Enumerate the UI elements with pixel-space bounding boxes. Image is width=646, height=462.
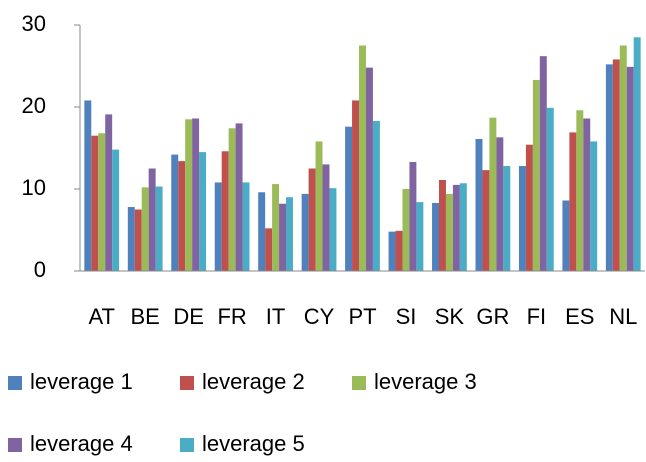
bar [432,202,439,271]
x-tick-label: PT [348,304,376,329]
bar [91,135,99,271]
bar [322,164,330,271]
bar [171,154,179,271]
bar [539,56,547,271]
bar [148,168,156,271]
bar [626,66,634,271]
bar [185,119,193,271]
bar [590,141,598,271]
x-tick-label: SI [396,304,417,329]
bar [612,59,620,271]
bar [286,197,293,271]
x-tick-label: NL [609,304,637,329]
legend-label: leverage 4 [30,431,133,456]
bar [402,189,410,271]
y-tick-label: 0 [34,257,46,282]
x-tick-label: BE [131,304,160,329]
x-tick-label: AT [88,304,114,329]
bar [388,231,396,271]
bar [141,187,149,271]
bar [192,118,200,271]
y-tick-label: 30 [22,11,46,36]
bar [452,184,460,271]
bar [532,79,540,271]
bar [359,45,366,271]
bar [301,193,309,271]
bar [445,193,453,271]
legend-swatch [352,376,366,390]
bar [525,144,533,271]
bar [489,117,497,271]
bar [475,138,483,271]
y-tick-label: 10 [22,175,46,200]
bar [127,207,135,271]
bar [178,161,186,271]
bar [308,168,316,271]
y-tick-label: 20 [22,93,46,118]
bar [459,183,467,271]
bar [619,45,627,271]
bar [155,186,163,271]
legend-swatch [180,376,194,390]
bar [583,118,591,271]
bar [409,161,417,271]
x-tick-label: GR [476,304,509,329]
bar [372,120,380,271]
bar [221,151,229,271]
bar [546,107,554,271]
legend-swatch [8,376,22,390]
legend-label: leverage 1 [30,369,133,394]
bar [569,132,577,271]
bar [605,64,613,271]
x-tick-label: DE [173,304,204,329]
bar [562,200,570,271]
bar [98,133,106,271]
bar [279,203,287,271]
bar [503,166,511,271]
legend-swatch [8,438,22,452]
bar [235,123,243,272]
x-tick-label: IT [266,304,286,329]
bar [272,184,280,271]
bar [352,100,360,271]
bar [518,166,526,271]
bar [84,100,92,271]
bar [105,114,113,271]
x-tick-label: SK [435,304,465,329]
bar [365,67,373,271]
bar [438,179,446,271]
bar [214,182,222,271]
bar [228,128,236,271]
bar [633,37,641,271]
bar [265,228,273,271]
legend-label: leverage 3 [374,369,477,394]
bar [242,182,250,271]
bar [345,126,353,272]
bar [112,149,120,271]
legend-swatch [180,438,194,452]
bar [482,170,490,271]
x-tick-label: FI [527,304,547,329]
bar [395,230,403,271]
bar [134,209,142,271]
x-tick-label: FR [217,304,246,329]
legend-label: leverage 2 [202,369,305,394]
bar [329,188,337,271]
bar [496,137,504,271]
bar [315,141,323,271]
bar [576,110,584,271]
x-tick-label: CY [304,304,335,329]
legend-label: leverage 5 [202,431,305,456]
bar [258,192,266,271]
bar [199,152,207,271]
bar [416,202,424,271]
x-tick-label: ES [565,304,594,329]
